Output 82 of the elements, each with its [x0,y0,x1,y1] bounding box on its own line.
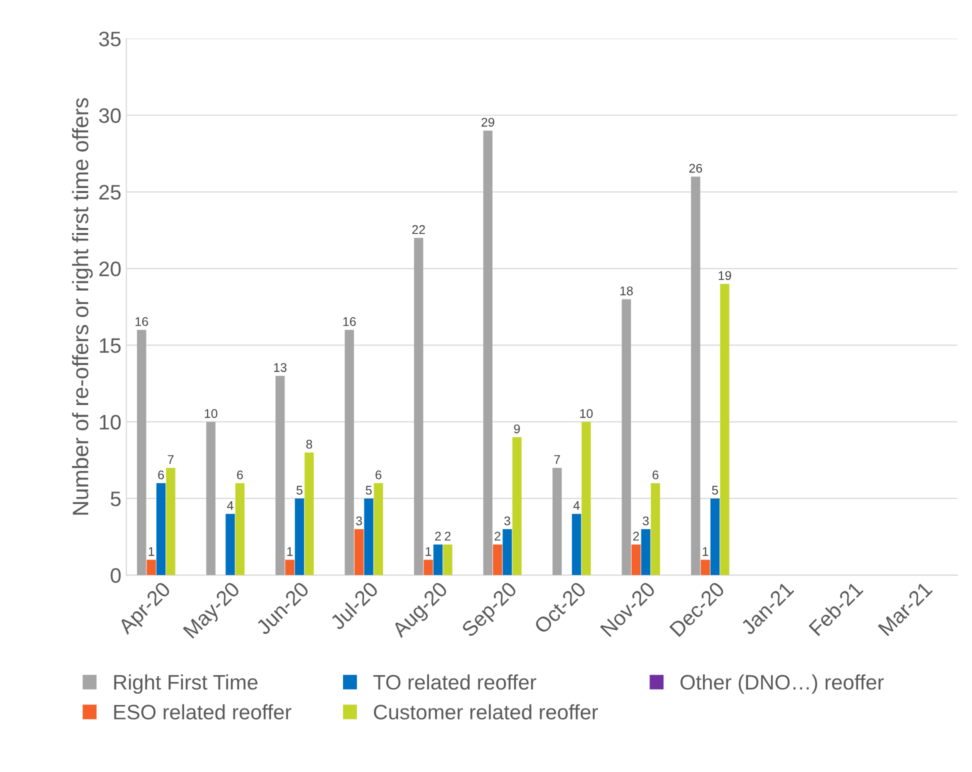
bar [344,330,354,576]
data-label: 2 [444,532,451,540]
data-label: 13 [274,363,287,372]
data-label: 5 [296,486,302,495]
data-label: 1 [426,547,432,556]
bar [622,299,631,576]
bar [582,422,591,576]
data-label: 1 [148,547,154,556]
bar [166,468,176,576]
data-label: 19 [718,271,732,280]
bar [502,529,512,576]
bar [552,468,562,576]
bar [631,544,641,576]
bar [146,560,156,576]
bar [294,498,304,576]
data-label: 10 [204,409,218,418]
bar [206,422,216,576]
bar [235,483,245,576]
data-label: 16 [136,317,148,326]
data-label: 29 [482,118,494,127]
bar [641,529,650,576]
y-tick-label: 20 [99,262,121,276]
bar [512,437,522,576]
data-label: 2 [435,532,441,540]
legend-label: Right First Time [114,674,258,694]
data-label: 1 [702,547,708,556]
bar [156,483,166,576]
bar [710,498,720,576]
data-label: 6 [376,470,382,480]
data-label: 3 [504,516,510,526]
bar [720,284,730,576]
data-label: 3 [642,516,649,526]
data-label: 2 [494,532,500,540]
data-label: 3 [356,516,362,526]
bar [433,544,443,576]
data-label: 16 [343,317,356,326]
data-label: 5 [712,486,718,495]
y-tick-label: 35 [99,32,121,46]
bar [276,376,285,576]
bar [443,544,452,576]
bar [285,560,294,576]
bar [414,238,424,576]
data-label: 6 [652,470,658,480]
bar [492,544,502,576]
data-label: 2 [633,532,639,540]
legend-label: ESO related reoffer [114,704,292,720]
y-tick-label: 25 [99,184,121,200]
legend-label: Other (DNO…) reoffer [680,674,884,694]
bar [424,560,433,576]
data-label: 1 [287,547,293,556]
bar [226,514,235,576]
bar [354,529,364,576]
data-label: 7 [554,455,560,464]
data-label: 4 [227,501,234,510]
bar [700,560,710,576]
data-label: 18 [620,286,633,296]
data-label: 22 [412,225,425,234]
bar [364,498,374,576]
data-label: 26 [689,164,702,173]
bar [483,130,492,576]
y-tick-label: 0 [110,568,121,583]
y-tick-label: 15 [100,338,121,353]
bar [572,514,582,576]
data-label: 6 [237,470,243,480]
legend-label: TO related reoffer [373,674,536,690]
data-label: 5 [366,486,372,495]
y-axis-title: Number of re-offers or right first time offers [72,98,93,515]
y-tick-label: 30 [99,108,121,123]
data-label: 10 [580,409,593,418]
bar [136,330,146,576]
data-label: 4 [573,501,580,510]
data-label: 6 [158,470,164,480]
legend-label: Customer related reoffer [374,704,598,720]
data-label: 8 [306,440,312,449]
y-tick-label: 10 [100,414,121,430]
bar [304,452,314,576]
bar [650,483,660,576]
y-tick-label: 5 [110,492,121,506]
data-label: 9 [514,424,520,434]
data-label: 7 [168,455,174,464]
bar [374,483,384,576]
bar [691,176,700,576]
